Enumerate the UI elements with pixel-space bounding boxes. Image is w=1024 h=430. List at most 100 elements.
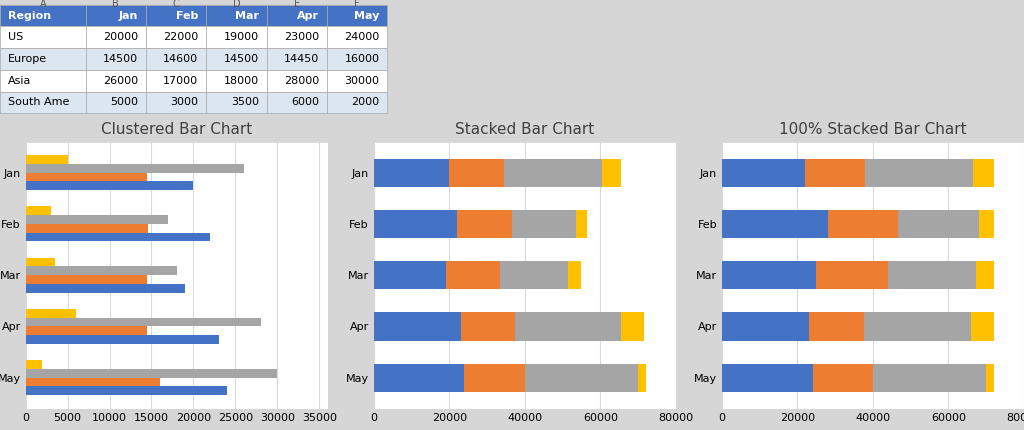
- FancyBboxPatch shape: [0, 70, 86, 92]
- FancyBboxPatch shape: [327, 92, 387, 113]
- Text: C: C: [173, 0, 179, 9]
- Text: 3000: 3000: [170, 97, 199, 108]
- FancyBboxPatch shape: [0, 27, 86, 48]
- Bar: [26, 309, 76, 318]
- Text: 3500: 3500: [230, 97, 259, 108]
- Bar: [971, 312, 993, 341]
- FancyBboxPatch shape: [327, 5, 387, 27]
- FancyBboxPatch shape: [86, 27, 146, 48]
- Bar: [504, 159, 602, 187]
- Text: 22000: 22000: [163, 32, 199, 42]
- Bar: [26, 224, 148, 233]
- Bar: [374, 261, 445, 289]
- Text: 5000: 5000: [111, 97, 138, 108]
- Title: 100% Stacked Bar Chart: 100% Stacked Bar Chart: [779, 122, 967, 137]
- FancyBboxPatch shape: [266, 48, 327, 70]
- Bar: [816, 261, 888, 289]
- FancyBboxPatch shape: [374, 142, 676, 408]
- Text: 14600: 14600: [163, 54, 199, 64]
- Bar: [26, 267, 176, 275]
- FancyBboxPatch shape: [206, 92, 266, 113]
- Bar: [457, 210, 512, 238]
- Bar: [898, 210, 979, 238]
- Text: 28000: 28000: [284, 76, 319, 86]
- FancyBboxPatch shape: [206, 70, 266, 92]
- Bar: [26, 318, 260, 326]
- FancyBboxPatch shape: [26, 142, 328, 408]
- FancyBboxPatch shape: [146, 70, 206, 92]
- Bar: [979, 210, 993, 238]
- Bar: [888, 261, 977, 289]
- FancyBboxPatch shape: [146, 92, 206, 113]
- Text: 16000: 16000: [344, 54, 380, 64]
- Text: Mar: Mar: [234, 11, 259, 21]
- Text: 2000: 2000: [351, 97, 380, 108]
- Bar: [568, 261, 582, 289]
- Bar: [374, 364, 464, 392]
- Bar: [464, 364, 524, 392]
- FancyBboxPatch shape: [327, 27, 387, 48]
- Bar: [602, 159, 622, 187]
- Bar: [722, 159, 805, 187]
- FancyBboxPatch shape: [86, 5, 146, 27]
- FancyBboxPatch shape: [327, 48, 387, 70]
- Bar: [722, 312, 809, 341]
- Bar: [26, 173, 147, 181]
- Text: Feb: Feb: [176, 11, 199, 21]
- FancyBboxPatch shape: [327, 70, 387, 92]
- Text: 6000: 6000: [291, 97, 319, 108]
- Text: 14500: 14500: [103, 54, 138, 64]
- Text: 19000: 19000: [223, 32, 259, 42]
- Bar: [374, 210, 457, 238]
- Bar: [26, 378, 160, 387]
- Bar: [26, 284, 185, 293]
- FancyBboxPatch shape: [206, 27, 266, 48]
- Bar: [986, 364, 993, 392]
- Title: Stacked Bar Chart: Stacked Bar Chart: [456, 122, 594, 137]
- Text: 17000: 17000: [163, 76, 199, 86]
- Bar: [26, 215, 168, 224]
- Bar: [872, 364, 986, 392]
- Bar: [26, 258, 55, 267]
- Bar: [26, 155, 68, 164]
- Text: E: E: [294, 0, 300, 9]
- Text: B: B: [113, 0, 119, 9]
- Text: Jan: Jan: [119, 11, 138, 21]
- Bar: [374, 159, 450, 187]
- Bar: [26, 181, 194, 190]
- Bar: [450, 159, 504, 187]
- Bar: [512, 210, 577, 238]
- Text: 14450: 14450: [284, 54, 319, 64]
- Bar: [827, 210, 898, 238]
- FancyBboxPatch shape: [146, 48, 206, 70]
- Bar: [26, 369, 278, 378]
- Bar: [621, 312, 643, 341]
- Text: A: A: [40, 0, 46, 9]
- Text: 26000: 26000: [103, 76, 138, 86]
- Bar: [865, 159, 973, 187]
- Text: F: F: [354, 0, 359, 9]
- Bar: [26, 275, 147, 284]
- Text: 18000: 18000: [223, 76, 259, 86]
- Bar: [515, 312, 621, 341]
- Bar: [722, 261, 816, 289]
- Text: Europe: Europe: [8, 54, 47, 64]
- Title: Clustered Bar Chart: Clustered Bar Chart: [101, 122, 252, 137]
- FancyBboxPatch shape: [0, 92, 86, 113]
- FancyBboxPatch shape: [722, 142, 1024, 408]
- Bar: [26, 233, 210, 241]
- Bar: [26, 360, 42, 369]
- Text: Apr: Apr: [297, 11, 319, 21]
- FancyBboxPatch shape: [206, 48, 266, 70]
- Bar: [577, 210, 588, 238]
- Bar: [524, 364, 638, 392]
- Text: 23000: 23000: [284, 32, 319, 42]
- Text: South Ame: South Ame: [8, 97, 70, 108]
- Text: Asia: Asia: [8, 76, 31, 86]
- FancyBboxPatch shape: [266, 5, 327, 27]
- FancyBboxPatch shape: [86, 48, 146, 70]
- Bar: [26, 164, 244, 173]
- Text: 14500: 14500: [223, 54, 259, 64]
- Bar: [722, 364, 813, 392]
- Text: 20000: 20000: [103, 32, 138, 42]
